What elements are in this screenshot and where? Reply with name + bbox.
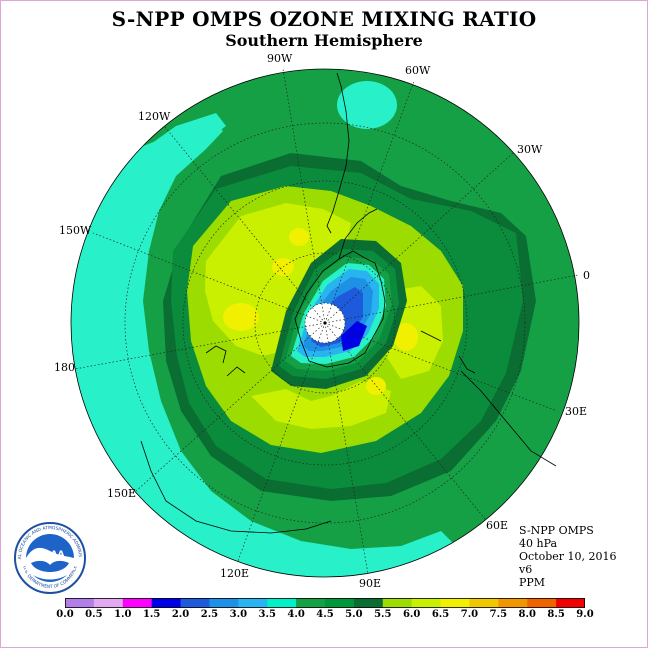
colorbar-tick-label: 8.5 — [547, 609, 565, 620]
meridian-30w — [324, 152, 514, 324]
product-info: S-NPP OMPS 40 hPa October 10, 2016 v6 PP… — [519, 524, 617, 589]
latitude-circle-40 — [182, 180, 468, 466]
meridian-180 — [74, 322, 326, 370]
colorbar-swatch — [353, 598, 384, 608]
coast-new-zealand — [205, 345, 246, 377]
lon-label-90w: 90W — [267, 52, 293, 65]
coast-south-america — [326, 72, 350, 234]
colorbar-tick-label: 7.5 — [489, 609, 508, 620]
colorbar-tick-label: 0.0 — [56, 609, 74, 620]
band-3-5-to-4-0-north-blob — [337, 81, 397, 129]
colorbar-tick-label: 5.5 — [374, 609, 392, 620]
lon-label-180: 180 — [54, 361, 75, 374]
meridian-150w — [92, 232, 326, 324]
map-boundary — [70, 68, 580, 578]
lon-label-60e: 60E — [486, 519, 508, 532]
colorbar-swatch — [411, 598, 442, 608]
coast-africa — [460, 370, 557, 467]
band-6-5-to-7-0-e — [366, 377, 386, 395]
longitude-labels: 90W 60W 30W 0 30E 60E 90E 120E 150E 180 … — [54, 52, 590, 590]
lon-label-150e: 150E — [107, 487, 136, 500]
meridian-30e — [324, 322, 558, 412]
lon-label-90e: 90E — [359, 577, 381, 590]
lon-label-30w: 30W — [517, 143, 543, 156]
info-date: October 10, 2016 — [519, 550, 617, 563]
band-6-5-to-7-0-c — [272, 258, 294, 276]
meridian-150e — [135, 322, 326, 492]
lon-label-0: 0 — [583, 269, 590, 282]
colorbar-swatch — [180, 598, 210, 608]
colorbar-tick-label: 9.0 — [576, 609, 594, 620]
colorbar-swatch — [325, 598, 355, 608]
colorbar-swatch — [382, 598, 413, 608]
colorbar-swatch — [93, 598, 124, 608]
figure-title: S-NPP OMPS OZONE MIXING RATIO — [111, 7, 537, 31]
lon-label-60w: 60W — [405, 64, 431, 77]
graticule — [74, 68, 579, 575]
colorbar — [65, 598, 585, 608]
latitude-circle-60 — [254, 252, 396, 394]
colorbar-tick-label: 1.0 — [114, 609, 132, 620]
figure-subtitle: Southern Hemisphere — [225, 31, 423, 50]
band-1-5-to-2-0-vortex — [341, 321, 367, 351]
colorbar-swatch — [209, 598, 239, 608]
meridian-90e — [324, 322, 369, 575]
band-6-0-to-6-5-south — [251, 381, 391, 429]
info-level: 40 hPa — [519, 537, 558, 550]
colorbar-tick-label: 8.0 — [518, 609, 536, 620]
colorbar-tick-label: 7.0 — [460, 609, 479, 620]
colorbar-swatch — [556, 598, 585, 608]
colorbar-tick-label: 4.5 — [316, 609, 334, 620]
colorbar-tick-label: 3.5 — [258, 609, 276, 620]
lon-label-120w: 120W — [138, 110, 171, 123]
band-3-5-to-4-0-west — [71, 119, 471, 577]
colorbar-swatch — [65, 598, 95, 608]
colorbar-swatch — [151, 598, 182, 608]
colorbar-tick-label: 1.5 — [142, 609, 161, 620]
colorbar-swatch — [469, 598, 499, 608]
latitude-circle-20 — [124, 122, 526, 524]
colorbar-tick-label: 2.5 — [200, 609, 219, 620]
colorbar-swatch — [440, 598, 470, 608]
noaa-logo: NATIONAL OCEANIC AND ATMOSPHERIC ADMINIS… — [13, 521, 86, 594]
band-6-5-to-7-0-b — [289, 228, 309, 246]
colorbar-tick-label: 6.5 — [431, 609, 450, 620]
band-6-5-to-7-0-d — [394, 323, 418, 351]
colorbar-swatch — [238, 598, 268, 608]
lon-label-30e: 30E — [565, 405, 587, 418]
band-6-5-to-7-0-a — [223, 303, 259, 331]
coast-antarctic-peninsula — [338, 208, 378, 260]
meridian-120w — [164, 126, 326, 324]
info-version: v6 — [519, 563, 533, 576]
lon-label-120e: 120E — [220, 567, 249, 580]
colorbar-swatch — [296, 598, 326, 608]
latitude-circle-80 — [304, 302, 346, 344]
noaa-logo-text: NOAA — [36, 550, 65, 560]
band-3-5-to-4-0-northwest — [141, 113, 226, 163]
colorbar-swatch — [267, 598, 297, 608]
south-pole-marker — [323, 321, 327, 325]
meridian-60w — [324, 80, 415, 324]
colorbar-swatch — [527, 598, 557, 608]
info-units: PPM — [519, 576, 546, 589]
colorbar-swatch — [122, 598, 153, 608]
meridian-120e — [237, 322, 326, 562]
lon-label-150w: 150W — [59, 224, 92, 237]
colorbar-tick-label: 2.0 — [171, 609, 190, 620]
colorbar-tick-label: 4.0 — [287, 609, 305, 620]
colorbar-tick-label: 0.5 — [85, 609, 103, 620]
colorbar-tick-label: 5.0 — [345, 609, 363, 620]
ozone-field — [71, 69, 579, 577]
coast-australia — [140, 440, 332, 534]
colorbar-tick-label: 6.0 — [402, 609, 421, 620]
colorbar-swatch — [498, 598, 528, 608]
info-instrument: S-NPP OMPS — [519, 524, 594, 537]
colorbar-border — [65, 598, 585, 608]
colorbar-tick-label: 3.0 — [229, 609, 248, 620]
meridian-60e — [324, 322, 486, 520]
